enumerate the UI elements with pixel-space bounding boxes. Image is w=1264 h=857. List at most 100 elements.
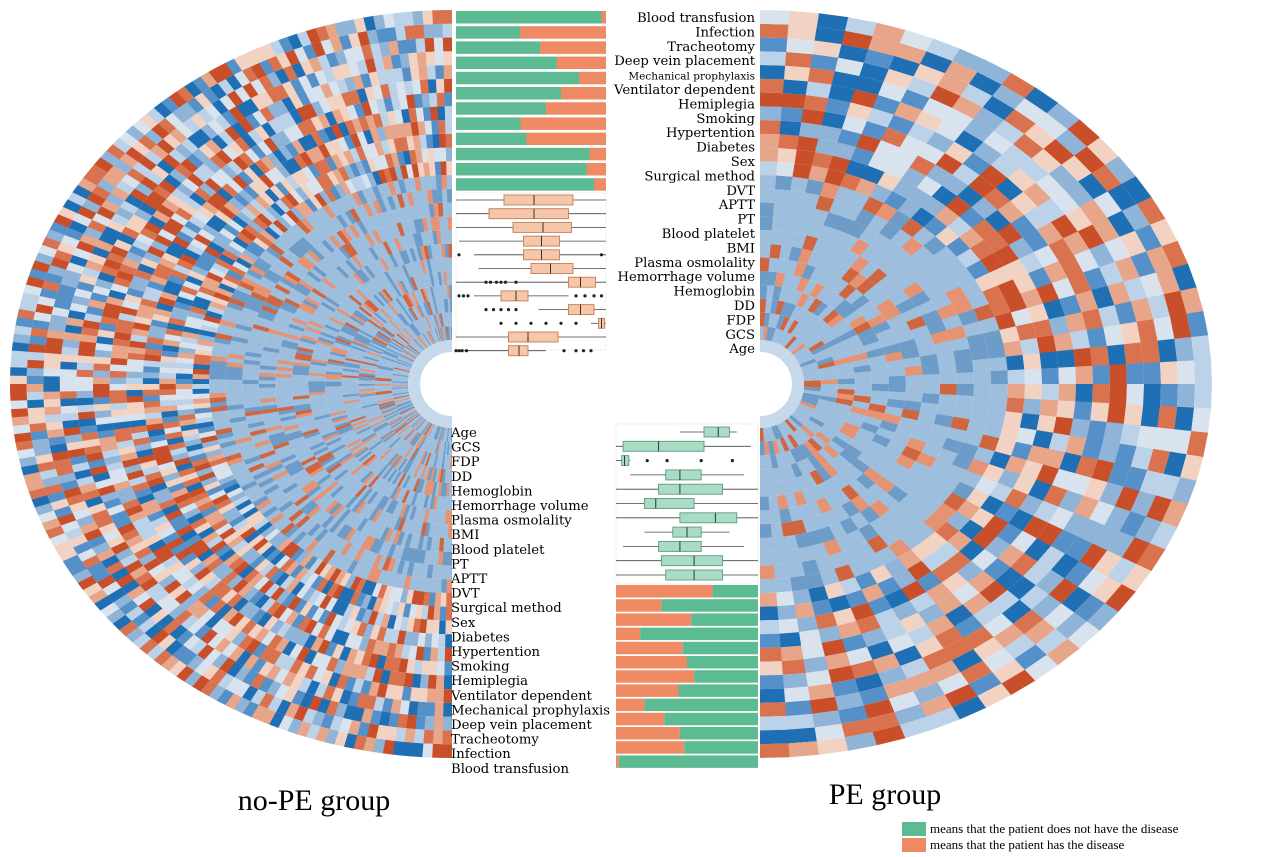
no-pe-heatmap-cell (269, 184, 285, 200)
no-pe-heatmap-cell (366, 413, 383, 422)
no-pe-heatmap-cell (262, 346, 280, 354)
no-pe-heatmap-cell (203, 246, 222, 259)
no-pe-heatmap-cell (160, 356, 178, 364)
no-pe-heatmap-cell (188, 192, 207, 207)
pe-heatmap-cell (1028, 267, 1053, 289)
no-pe-heatmap-cell (344, 543, 358, 559)
no-pe-heatmap-cell (175, 86, 195, 103)
pe-heatmap-cell (971, 549, 998, 571)
no-pe-heatmap-cell (111, 344, 129, 354)
no-pe-heatmap-cell (337, 631, 351, 647)
no-pe-heatmap-cell (334, 339, 351, 348)
no-pe-heatmap-cell (402, 349, 417, 359)
no-pe-heatmap-cell (386, 285, 398, 300)
pe-heatmap-cell (1174, 406, 1195, 432)
no-pe-heatmap-cell (386, 414, 402, 424)
no-pe-heatmap-cell (365, 473, 378, 487)
no-pe-heatmap-cell (248, 335, 266, 344)
no-pe-heatmap-cell (261, 545, 278, 559)
no-pe-heatmap-cell (260, 480, 278, 492)
no-pe-heatmap-cell (305, 72, 320, 89)
no-pe-heatmap-cell (62, 554, 83, 570)
no-pe-heatmap-cell (351, 635, 364, 651)
pe-heatmap-cell (855, 615, 881, 635)
no-pe-heatmap-cell (410, 415, 423, 427)
no-pe-heatmap-cell (242, 166, 260, 182)
no-pe-heatmap-cell (415, 419, 427, 431)
no-pe-heatmap-cell (242, 367, 260, 374)
pe-heatmap-cell (815, 466, 832, 482)
no-pe-heatmap-cell (277, 450, 295, 461)
no-pe-heatmap-cell (46, 329, 65, 340)
no-pe-heatmap-cell (352, 290, 367, 303)
pe-heatmap-cell (778, 508, 792, 524)
no-pe-heatmap-cell (318, 223, 333, 238)
pe-heatmap-cell (760, 23, 790, 39)
no-pe-heatmap-cell (168, 441, 186, 452)
no-pe-heatmap-cell (287, 267, 304, 280)
no-pe-heatmap-cell (398, 355, 414, 364)
no-pe-heatmap-cell (279, 558, 296, 573)
pe-heatmap-cell (899, 612, 927, 634)
pe-heatmap-cell (856, 278, 876, 295)
pe-heatmap-cell (1050, 553, 1080, 579)
pe-heatmap-cell (794, 307, 808, 323)
no-pe-heatmap-cell (147, 215, 167, 230)
no-pe-heatmap-cell (367, 280, 380, 293)
no-pe-heatmap-cell (236, 522, 254, 536)
no-pe-heatmap-cell (258, 174, 275, 189)
no-pe-heatmap-cell (435, 426, 442, 440)
no-pe-heatmap-cell (233, 681, 251, 698)
no-pe-heatmap-cell (204, 139, 222, 155)
no-pe-heatmap-cell (228, 646, 246, 663)
pe-heatmap-cell (867, 214, 889, 234)
no-pe-heatmap-cell (361, 565, 373, 580)
no-pe-heatmap-cell (389, 301, 401, 314)
no-pe-heatmap-cell (361, 504, 374, 519)
row-label-bottom: Smoking (451, 660, 510, 675)
no-pe-heatmap-cell (283, 625, 299, 641)
no-pe-heatmap-cell (378, 511, 390, 526)
pe-heatmap-cell (1136, 425, 1158, 450)
no-pe-heatmap-cell (127, 407, 145, 416)
no-pe-heatmap-cell (216, 328, 234, 337)
no-pe-heatmap-cell (324, 480, 339, 494)
no-pe-heatmap-cell (176, 629, 195, 646)
no-pe-heatmap-cell (321, 515, 336, 529)
no-pe-heatmap-cell (10, 384, 27, 394)
no-pe-heatmap-cell (252, 537, 269, 552)
no-pe-heatmap-cell (393, 643, 405, 659)
no-pe-heatmap-cell (209, 388, 226, 394)
pe-heatmap-cell (1083, 267, 1108, 291)
no-pe-heatmap-cell (432, 523, 438, 538)
no-pe-heatmap-cell (410, 322, 421, 336)
no-pe-heatmap-cell (401, 264, 411, 279)
no-pe-heatmap-cell (344, 436, 360, 447)
pe-heatmap-cell (765, 326, 772, 341)
no-pe-heatmap-cell (415, 320, 425, 334)
no-pe-heatmap-cell (428, 424, 436, 438)
legend-swatch-no-disease (902, 822, 926, 836)
bottom-bar-disease (616, 641, 683, 655)
no-pe-heatmap-cell (413, 417, 425, 430)
pe-heatmap-cell (801, 395, 819, 403)
no-pe-heatmap-cell (177, 352, 195, 360)
no-pe-heatmap-cell (320, 456, 337, 467)
pe-heatmap-cell (772, 550, 788, 566)
pe-heatmap-cell (1027, 303, 1049, 324)
no-pe-heatmap-cell (208, 489, 227, 502)
pe-heatmap-cell (850, 89, 879, 109)
no-pe-heatmap-cell (372, 524, 383, 539)
no-pe-heatmap-cell (296, 533, 312, 548)
no-pe-heatmap-cell (211, 192, 229, 207)
no-pe-heatmap-cell (33, 311, 52, 323)
pe-heatmap-cell (963, 626, 994, 650)
row-label-bottom: Blood transfusion (451, 762, 569, 777)
no-pe-heatmap-cell (121, 498, 141, 511)
no-pe-heatmap-cell (250, 466, 268, 477)
pe-heatmap-cell (854, 384, 872, 391)
no-pe-heatmap-cell (101, 172, 122, 188)
no-pe-heatmap-cell (444, 243, 449, 258)
no-pe-heatmap-cell (222, 448, 241, 458)
no-pe-heatmap-cell (207, 633, 225, 650)
